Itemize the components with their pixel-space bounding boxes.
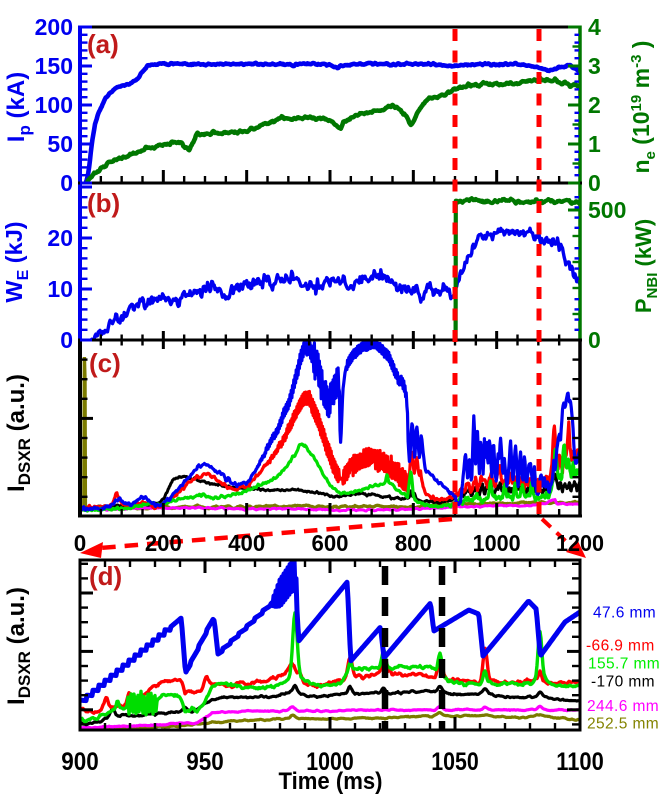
svg-text:0: 0 <box>588 327 601 353</box>
svg-text:500: 500 <box>588 197 626 223</box>
svg-text:1000: 1000 <box>473 530 521 556</box>
svg-text:950: 950 <box>186 748 224 776</box>
svg-text:1: 1 <box>588 131 601 157</box>
svg-text:Time (ms): Time (ms) <box>279 768 383 794</box>
svg-text:200: 200 <box>145 530 182 556</box>
svg-text:400: 400 <box>228 530 265 556</box>
svg-text:-66.9 mm: -66.9 mm <box>586 638 655 655</box>
svg-text:PNBI (kW): PNBI (kW) <box>631 219 661 313</box>
svg-text:100: 100 <box>35 92 73 118</box>
svg-text:0: 0 <box>74 530 87 556</box>
svg-text:(b): (b) <box>87 188 120 218</box>
svg-text:Ip (kA): Ip (kA) <box>3 72 34 142</box>
svg-text:IDSXR (a.u.): IDSXR (a.u.) <box>3 587 34 705</box>
svg-text:0: 0 <box>588 170 601 196</box>
svg-text:1000: 1000 <box>306 748 354 776</box>
svg-text:150: 150 <box>35 53 73 79</box>
svg-text:3: 3 <box>588 53 601 79</box>
svg-text:(d): (d) <box>89 561 122 591</box>
svg-text:IDSXR (a.u.): IDSXR (a.u.) <box>3 374 34 492</box>
svg-text:4: 4 <box>588 14 601 40</box>
svg-text:900: 900 <box>61 748 99 776</box>
svg-text:50: 50 <box>47 131 73 157</box>
svg-text:-170 mm: -170 mm <box>591 674 655 691</box>
svg-text:(c): (c) <box>89 348 121 378</box>
svg-text:2: 2 <box>588 92 601 118</box>
svg-text:200: 200 <box>35 14 73 40</box>
svg-text:20: 20 <box>47 225 73 251</box>
svg-text:252.5 mm: 252.5 mm <box>587 716 659 733</box>
svg-text:800: 800 <box>395 530 432 556</box>
svg-text:1100: 1100 <box>556 748 604 776</box>
svg-text:1050: 1050 <box>431 748 479 776</box>
svg-text:WE (kJ): WE (kJ) <box>1 221 32 302</box>
svg-text:0: 0 <box>60 170 73 196</box>
svg-text:ne (1019 m-3 ): ne (1019 m-3 ) <box>628 41 659 174</box>
svg-text:0: 0 <box>60 327 73 353</box>
svg-text:10: 10 <box>47 276 73 302</box>
svg-text:244.6 mm: 244.6 mm <box>587 698 659 715</box>
svg-text:155.7 mm: 155.7 mm <box>588 656 660 673</box>
svg-text:47.6 mm: 47.6 mm <box>593 605 656 622</box>
svg-text:600: 600 <box>312 530 349 556</box>
svg-text:1200: 1200 <box>556 530 604 556</box>
svg-text:(a): (a) <box>87 29 119 59</box>
